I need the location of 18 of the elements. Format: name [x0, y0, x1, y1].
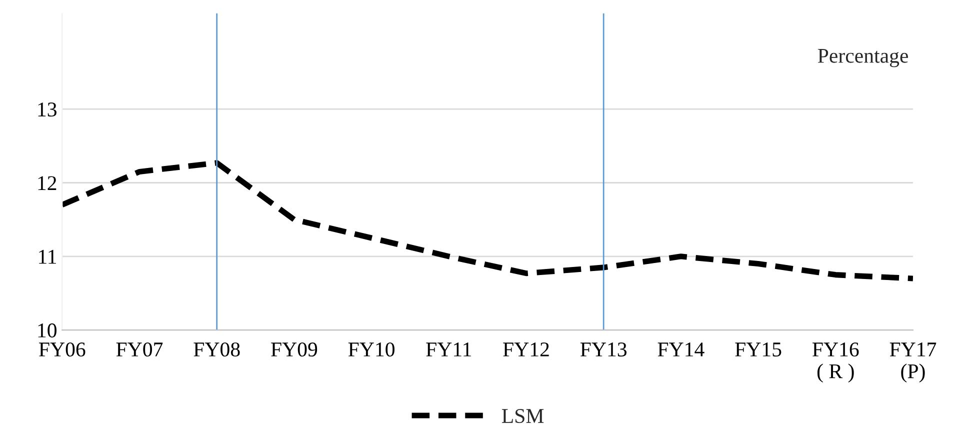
x-tick-label: FY08	[194, 342, 240, 357]
y-tick-label: 12	[38, 176, 56, 190]
x-tick-label: FY16 ( R )	[812, 342, 859, 383]
x-tick-label: FY06	[39, 342, 86, 357]
x-tick-label: FY11	[426, 342, 471, 356]
x-tick-label: FY12	[503, 342, 549, 356]
x-tick-label: FY13	[580, 342, 627, 357]
y-tick-label: 13	[38, 102, 56, 117]
annotation: Percentage	[818, 49, 908, 68]
x-tick-label: FY14	[658, 342, 704, 356]
x-tick-label: FY17 (P)	[890, 342, 936, 383]
y-tick-label: 10	[38, 323, 56, 338]
x-tick-label: FY07	[116, 342, 163, 357]
legend-label: LSM	[502, 409, 544, 424]
x-tick-label: FY15	[735, 342, 782, 357]
x-tick-label: FY09	[271, 342, 318, 357]
y-tick-label: 11	[39, 250, 56, 264]
x-tick-label: FY10	[348, 342, 394, 357]
